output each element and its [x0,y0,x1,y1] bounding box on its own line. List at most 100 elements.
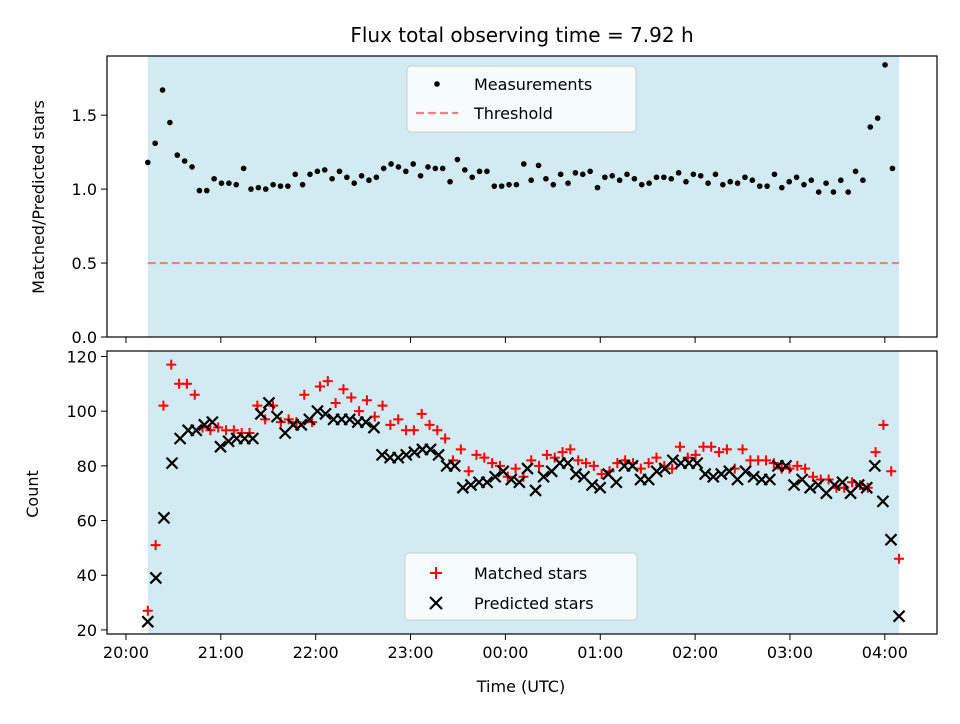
measurement-point [292,171,299,178]
measurement-point [152,140,158,147]
ratio-panel: 0.0 0.5 1.0 1.5 Matched/Predicted stars Mea… [29,55,938,347]
y-tick-label: 100 [66,402,97,421]
matched-star-point [651,452,662,463]
chart-title: Flux total observing time = 7.92 h [350,23,693,47]
measurements-points [144,62,896,195]
matched-star-point [385,419,396,430]
matched-star-point [878,419,889,430]
predicted-star-point [666,454,680,467]
matched-star-point [142,605,153,616]
measurement-point [830,189,837,195]
matched-star-point [714,447,725,458]
measurement-point [734,180,741,186]
measurement-point [506,181,512,188]
matched-star-point [393,414,404,425]
measurement-point [255,184,262,191]
x-tick-label: 01:00 [577,643,623,662]
x-tick-label: 04:00 [862,643,908,662]
measurement-point [543,175,549,182]
matched-star-point [463,466,474,477]
predicted-star-point [521,462,534,475]
x-tick-label: 02:00 [672,643,718,662]
measurement-point [720,181,726,188]
matched-star-point [416,408,427,419]
matched-star-point [189,389,200,400]
measurement-point [329,175,335,182]
matched-star-point [510,463,521,474]
predicted-star-point [739,465,752,478]
measurement-point [462,167,468,173]
measurement-point [380,165,387,172]
measurement-point [624,171,630,178]
measurement-point [425,164,431,170]
measurement-point [779,184,785,191]
legend-measurements-label: Measurements [474,75,592,94]
predicted-star-point [698,467,712,481]
matched-star-point [408,425,419,436]
measurement-point [801,181,807,188]
measurement-point [675,170,682,176]
measurement-point [476,168,483,175]
matched-star-point [823,474,834,485]
measurement-point [609,172,616,179]
matched-star-point [761,455,772,466]
matched-star-point [471,449,482,460]
predicted-star-point [593,481,607,494]
measurement-point [749,177,756,184]
predicted-star-point [262,396,276,410]
predicted-star-point [529,484,542,497]
predicted-star-point [254,407,268,421]
measurement-point [786,178,793,185]
matched-star-point [737,444,748,455]
predicted-star-point [537,470,550,484]
matched-star-point [424,419,435,430]
measurement-point [882,62,888,68]
predicted-star-point [294,418,308,432]
predicted-star-point [803,481,817,494]
matched-star-point [596,469,607,480]
predicted-star-point [222,434,235,448]
matched-star-point [338,384,349,395]
measurement-point [388,161,394,167]
y-tick-label: 1.5 [72,106,97,125]
count-panel: 20 40 60 80 100 120 20:00 21:00 22:00 23:00 00:00 0… [23,347,938,696]
matched-star-point [894,553,905,564]
matched-star-point [870,447,881,458]
predicted-star-point [464,478,478,492]
matched-star-point [228,425,239,436]
matched-star-point [690,449,701,460]
predicted-star-point [561,456,575,470]
matched-star-point [275,417,286,428]
measurement-point [572,170,579,176]
measurement-point [321,167,328,173]
matched-star-point [635,463,646,474]
measurement-point [594,184,601,191]
measurement-point [587,168,593,175]
measurement-point [683,178,689,185]
predicted-star-point [868,459,882,473]
matched-star-point [361,395,372,406]
matched-star-point [455,444,466,455]
measurement-point [299,181,306,188]
predicted-star-point [779,459,793,473]
ratio-panel-frame [106,55,938,338]
measurement-point [498,183,505,189]
predicted-star-point [432,448,445,462]
ratio-y-axis-label: Matched/Predicted stars [29,100,48,294]
predicted-star-point [828,478,841,492]
measurement-point [838,177,844,184]
matched-star-point [721,444,732,455]
y-tick-label: 20 [77,621,97,640]
matched-star-point [674,441,685,452]
measurement-point [270,181,276,188]
predicted-star-point [787,478,801,492]
measurement-point [447,178,453,185]
measurement-point [550,181,557,188]
predicted-star-point [610,475,623,489]
predicted-star-point [513,475,526,489]
measurement-point [513,181,520,188]
measurement-point [491,183,498,189]
y-tick-label: 60 [77,512,97,531]
matched-star-point [150,540,161,551]
measurement-point [793,174,800,181]
